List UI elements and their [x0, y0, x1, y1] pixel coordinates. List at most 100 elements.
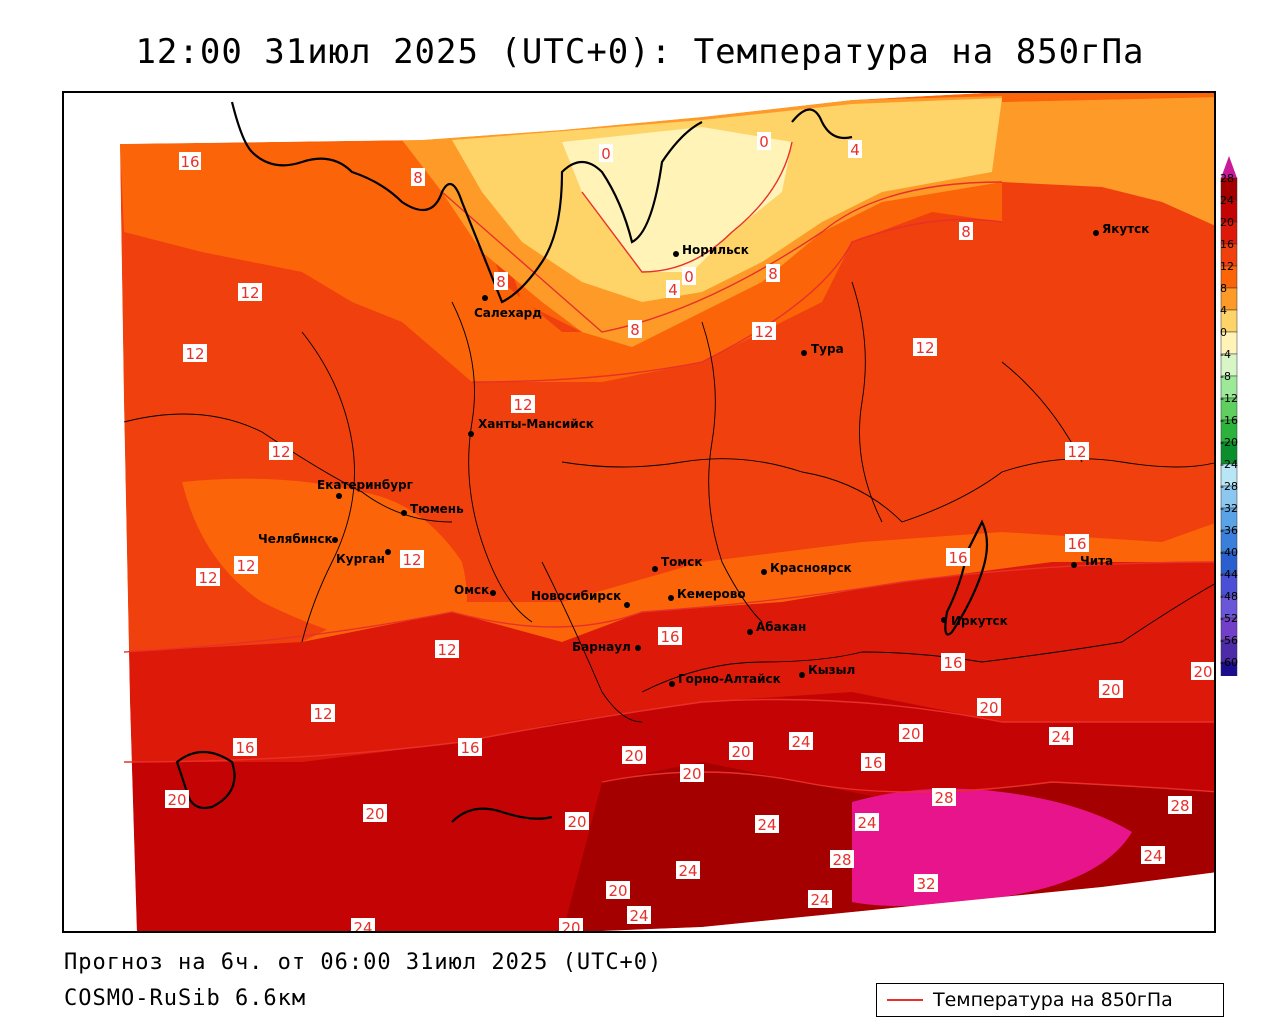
svg-text:4: 4	[668, 281, 678, 299]
scale-tick-label: -12	[1220, 392, 1238, 405]
band-12-north	[120, 102, 1002, 382]
svg-text:16: 16	[863, 754, 882, 772]
svg-text:16: 16	[180, 153, 199, 171]
svg-text:12: 12	[313, 705, 332, 723]
svg-text:16: 16	[235, 739, 254, 757]
svg-text:24: 24	[810, 891, 829, 909]
scale-tick-label: -28	[1220, 480, 1238, 493]
svg-text:Екатеринбург: Екатеринбург	[317, 478, 413, 492]
svg-text:Горно-Алтайск: Горно-Алтайск	[678, 672, 781, 686]
city-marker: Кызыл	[799, 663, 855, 678]
svg-text:12: 12	[437, 641, 456, 659]
temperature-field	[120, 93, 1214, 931]
svg-text:Томск: Томск	[661, 555, 703, 569]
contour-label: 20	[622, 746, 646, 765]
contour-label: 12	[511, 395, 535, 414]
legend: Температура на 850гПа	[876, 983, 1224, 1017]
svg-text:8: 8	[961, 223, 971, 241]
contour-labels: 16 8 0 0 4 8 8 4 0 8 12 12 12 12 12 12 1…	[165, 132, 1214, 931]
scale-tick-label: -60	[1220, 656, 1238, 669]
city-marker: Екатеринбург	[317, 478, 413, 499]
svg-text:24: 24	[791, 733, 810, 751]
svg-text:12: 12	[236, 557, 255, 575]
scale-tick-label: -36	[1220, 524, 1238, 537]
scale-tick-label: 12	[1220, 260, 1234, 273]
contour-label: 16	[861, 753, 885, 772]
contour-label: 24	[1049, 727, 1073, 746]
svg-text:8: 8	[630, 321, 640, 339]
contour-label: 24	[676, 861, 700, 880]
svg-text:4: 4	[850, 141, 860, 159]
scale-tick-label: -40	[1220, 546, 1238, 559]
svg-text:Новосибирск: Новосибирск	[531, 589, 621, 603]
svg-text:Кызыл: Кызыл	[808, 663, 855, 677]
contour-label: 16	[179, 152, 201, 171]
svg-text:12: 12	[915, 339, 934, 357]
contour-label: 16	[658, 627, 682, 646]
contour-label: 20	[1099, 680, 1123, 699]
contour-label: 20	[899, 724, 923, 743]
contour-label: 12	[1065, 442, 1089, 461]
svg-text:Чита: Чита	[1080, 554, 1113, 568]
contour-label: 8	[411, 168, 425, 187]
contour-label: 12	[435, 640, 459, 659]
contour-label: 20	[363, 804, 387, 823]
scale-tick-label: -4	[1220, 348, 1231, 361]
admin-borders	[123, 281, 1214, 723]
contour-label: 20	[729, 742, 753, 761]
contour-label: 24	[855, 813, 879, 832]
svg-text:20: 20	[365, 805, 384, 823]
svg-text:20: 20	[1101, 681, 1120, 699]
svg-text:24: 24	[678, 862, 697, 880]
city-marker: Горно-Алтайск	[669, 672, 781, 687]
scale-top-arrow	[1221, 156, 1237, 178]
svg-text:12: 12	[513, 396, 532, 414]
forecast-info: Прогноз на 6ч. от 06:00 31июл 2025 (UTC+…	[64, 950, 663, 975]
legend-line-swatch	[887, 999, 923, 1001]
scale-tick-label: -24	[1220, 458, 1238, 471]
scale-tick-label: -16	[1220, 414, 1238, 427]
band-0	[562, 127, 792, 272]
svg-text:Иркутск: Иркутск	[951, 614, 1008, 628]
contour-label: 12	[183, 344, 207, 363]
contour-label: 16	[458, 738, 482, 757]
svg-text:24: 24	[857, 814, 876, 832]
svg-text:24: 24	[1143, 847, 1162, 865]
svg-text:Норильск: Норильск	[682, 243, 749, 257]
svg-text:24: 24	[757, 816, 776, 834]
svg-text:20: 20	[567, 813, 586, 831]
contour-label: 20	[977, 698, 1001, 717]
scale-tick-label: -20	[1220, 436, 1238, 449]
contour-label: 0	[757, 132, 771, 151]
svg-text:Абакан: Абакан	[756, 620, 806, 634]
svg-text:0: 0	[759, 133, 769, 151]
coastlines	[175, 101, 989, 823]
svg-text:16: 16	[943, 654, 962, 672]
svg-text:0: 0	[684, 268, 694, 286]
outside-domain-south	[602, 872, 1214, 931]
city-marker: Новосибирск	[531, 589, 630, 608]
svg-text:Кемерово: Кемерово	[677, 587, 746, 601]
svg-text:20: 20	[979, 699, 998, 717]
contour-label: 16	[941, 653, 965, 672]
scale-tick-label: 8	[1220, 282, 1227, 295]
city-marker: Ханты-Мансийск	[468, 417, 594, 437]
contour-label: 28	[932, 788, 956, 807]
band-12-west	[182, 478, 467, 652]
svg-text:16: 16	[660, 628, 679, 646]
svg-text:Челябинск: Челябинск	[258, 532, 333, 546]
contour-label: 8	[494, 272, 508, 291]
cities: Норильск Якутск Салехард Тура Ханты-Манс…	[258, 222, 1149, 687]
scale-tick-label: -44	[1220, 568, 1238, 581]
svg-text:28: 28	[934, 789, 953, 807]
svg-text:24: 24	[1051, 728, 1070, 746]
scale-tick-label: 24	[1220, 194, 1234, 207]
contour-label: 20	[565, 812, 589, 831]
scale-tick-label: -48	[1220, 590, 1238, 603]
svg-text:12: 12	[240, 284, 259, 302]
city-marker: Якутск	[1093, 222, 1149, 236]
contour-label: 16	[946, 548, 970, 567]
page-title: 12:00 31июл 2025 (UTC+0): Температура на…	[135, 32, 1145, 72]
svg-text:8: 8	[496, 273, 506, 291]
svg-text:12: 12	[198, 569, 217, 587]
